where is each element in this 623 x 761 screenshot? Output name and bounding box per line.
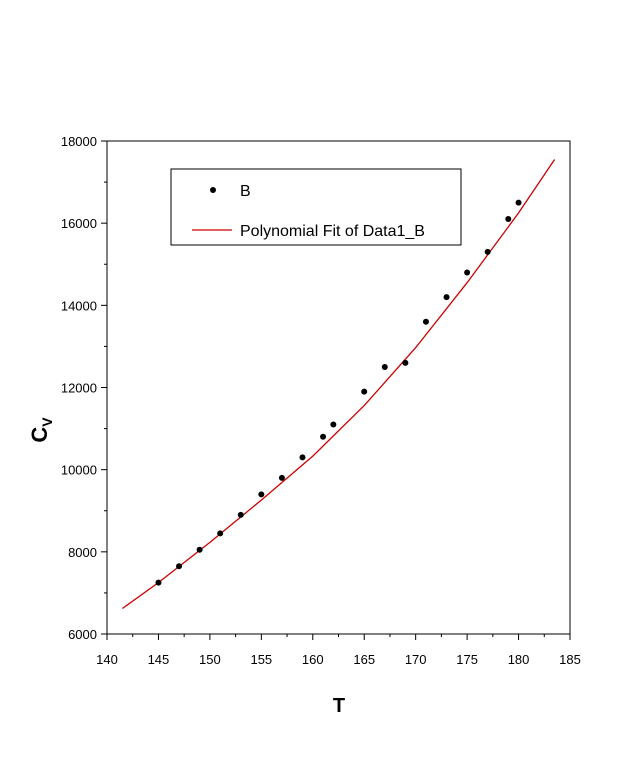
y-axis-title: CV (27, 417, 55, 443)
data-point (217, 530, 224, 537)
x-tick-label: 145 (148, 652, 170, 667)
fit-curve-group (122, 159, 556, 610)
x-axis-title: T (333, 695, 345, 717)
x-tick-label: 155 (250, 652, 272, 667)
y-tick-label: 8000 (68, 545, 97, 560)
data-point (484, 248, 491, 255)
x-tick-label: 185 (559, 652, 581, 667)
y-tick-label: 14000 (61, 298, 97, 313)
data-point (505, 216, 512, 223)
legend: B Polynomial Fit of Data1_B (170, 168, 462, 246)
x-axis-ticks: 140 145 150 155 160 165 170 175 180 185 (96, 634, 581, 667)
x-tick-label: 175 (456, 652, 478, 667)
fit-curve-line (122, 159, 556, 610)
legend-label-fit: Polynomial Fit of Data1_B (240, 223, 425, 240)
y-tick-label: 6000 (68, 627, 97, 642)
y-tick-label: 18000 (61, 134, 97, 149)
legend-box (170, 168, 462, 246)
data-point (443, 294, 450, 301)
y-tick-label: 16000 (61, 216, 97, 231)
data-point (299, 454, 306, 461)
x-tick-label: 165 (353, 652, 375, 667)
data-point (422, 318, 429, 325)
y-axis-ticks: 6000 8000 10000 12000 14000 16000 18000 (61, 134, 107, 642)
x-tick-label: 150 (199, 652, 221, 667)
scatter-points (155, 199, 522, 586)
legend-marker-b (210, 187, 216, 193)
data-point (402, 359, 409, 366)
data-point (237, 511, 244, 518)
data-point (258, 491, 265, 498)
data-point (464, 269, 471, 276)
x-tick-label: 180 (508, 652, 530, 667)
data-point (278, 474, 285, 481)
x-tick-label: 140 (96, 652, 118, 667)
legend-label-b: B (240, 183, 251, 200)
data-point (196, 546, 203, 553)
y-axis-title-sub: V (39, 417, 55, 427)
data-point (320, 433, 327, 440)
y-tick-label: 10000 (61, 463, 97, 478)
data-point (176, 563, 183, 570)
x-tick-label: 170 (405, 652, 427, 667)
data-point (361, 388, 368, 395)
data-point (155, 579, 162, 586)
data-point (381, 363, 388, 370)
y-axis-title-main: C (27, 427, 52, 443)
x-tick-label: 160 (302, 652, 324, 667)
y-tick-label: 12000 (61, 381, 97, 396)
data-point (330, 421, 337, 428)
data-point (515, 199, 522, 206)
